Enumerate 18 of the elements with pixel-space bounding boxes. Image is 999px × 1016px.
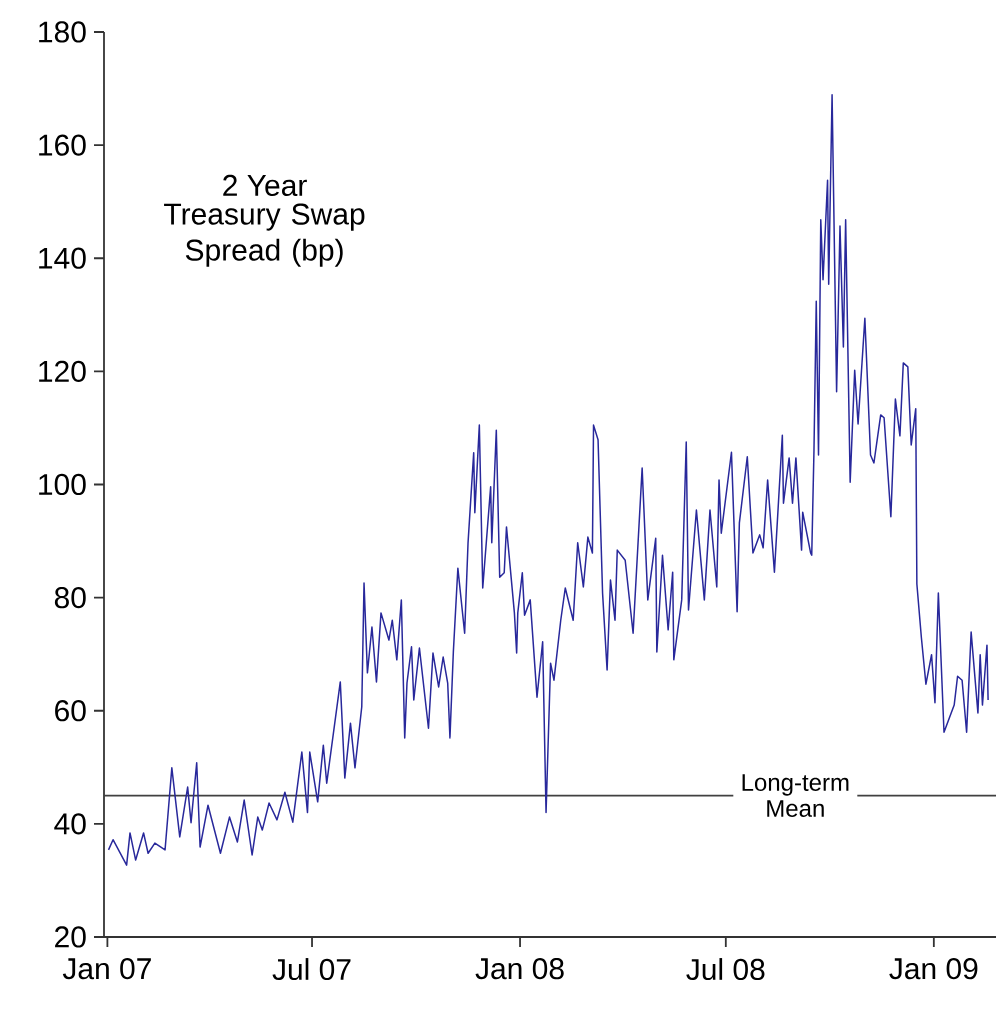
y-tick-label: 80 bbox=[54, 586, 86, 609]
y-tick-label: 180 bbox=[39, 21, 86, 43]
y-tick-label: 100 bbox=[39, 473, 86, 496]
text: 2 Year bbox=[223, 174, 307, 197]
ref-line-label: Long-term Mean bbox=[742, 774, 849, 817]
x-tick-label: Jul 07 bbox=[272, 958, 351, 981]
y-tick-label: 140 bbox=[39, 247, 86, 269]
x-tick-label: Jan 08 bbox=[475, 958, 564, 980]
y-tick-label: 60 bbox=[55, 700, 86, 722]
x-tick-label: Jan 07 bbox=[62, 958, 151, 980]
x-tick-label: Jan 09 bbox=[889, 958, 978, 980]
y-tick-label: 120 bbox=[39, 360, 86, 382]
y-tick-label: 160 bbox=[39, 134, 86, 156]
y-tick-label: 20 bbox=[55, 926, 86, 948]
x-tick-label: Jul 08 bbox=[686, 958, 765, 981]
y-tick-label: 40 bbox=[54, 813, 86, 835]
text: Treasury Swap Spread (bp) bbox=[164, 203, 365, 267]
line-series bbox=[107, 94, 989, 866]
